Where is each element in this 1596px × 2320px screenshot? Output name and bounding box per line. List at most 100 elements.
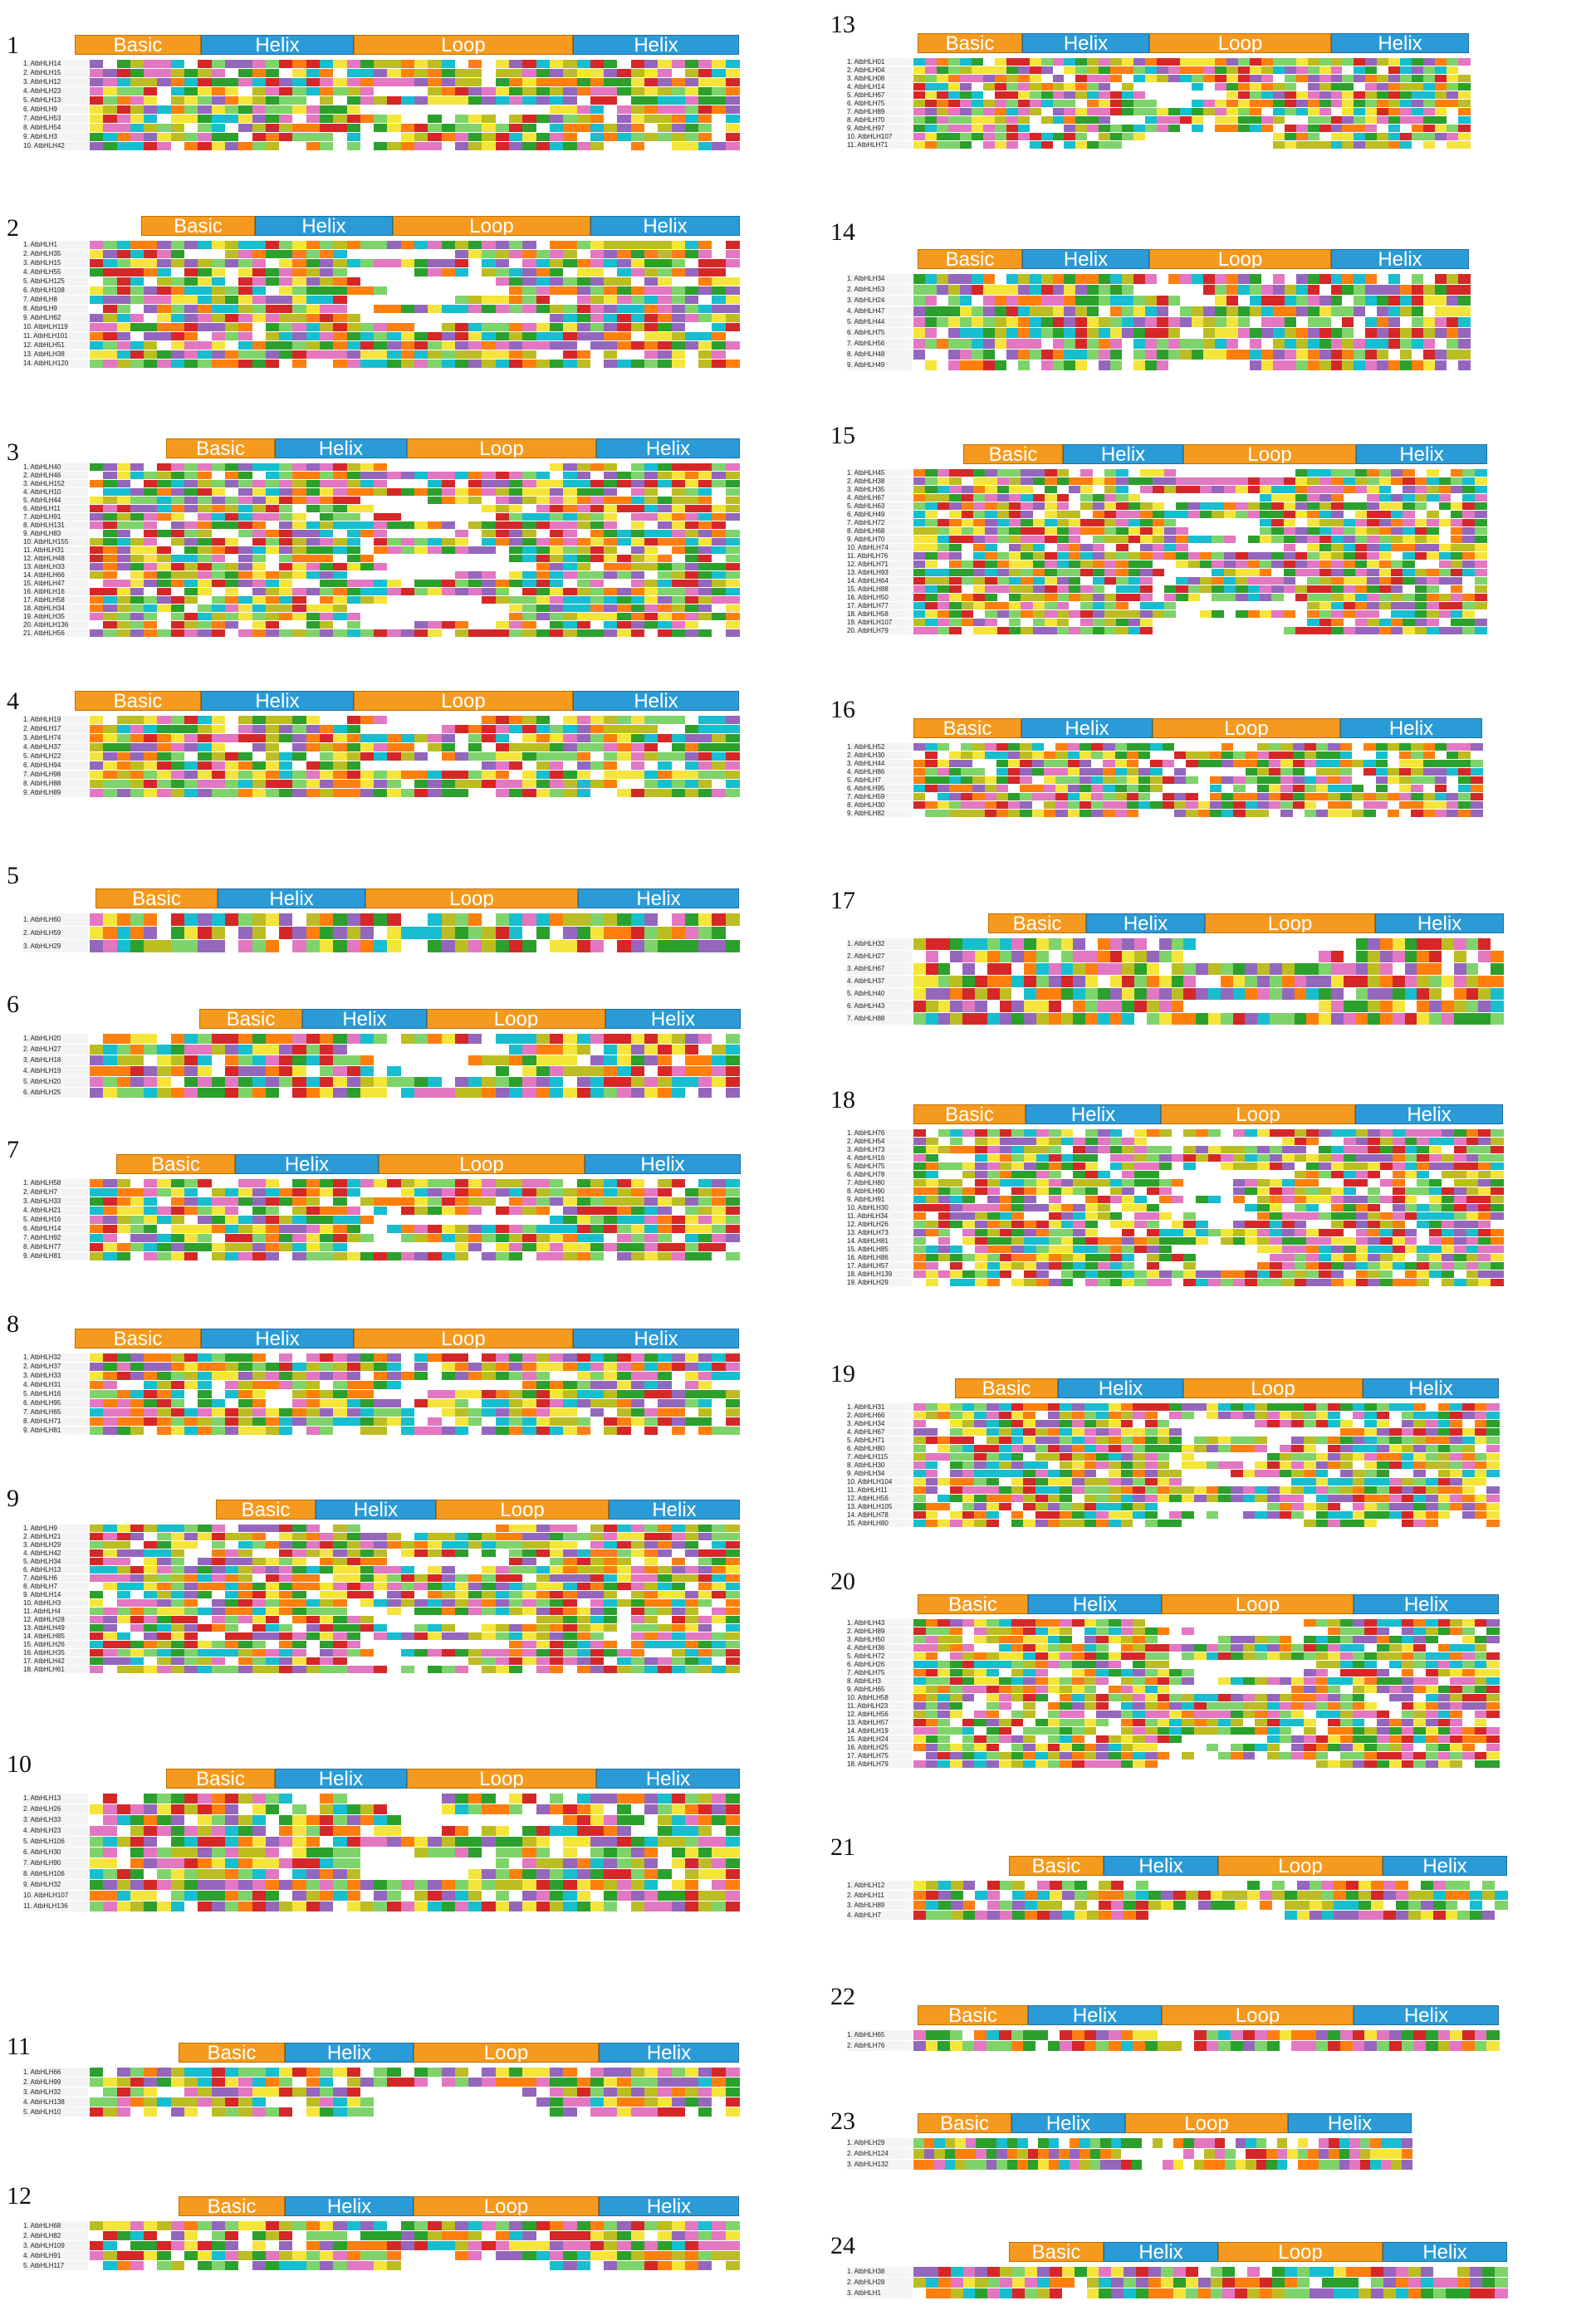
sequence-label: 3. AtbHLH29 xyxy=(23,1541,88,1549)
residue-cell xyxy=(468,1188,483,1197)
residue-cell xyxy=(604,142,618,150)
residue-cell xyxy=(374,752,389,761)
residue-cell xyxy=(658,296,673,304)
residue-cell xyxy=(684,60,699,68)
sequence-row: 11. AtbHLH101 xyxy=(23,332,740,340)
residue-cell xyxy=(549,538,564,546)
residue-cell xyxy=(360,78,375,86)
sequence-row: 4. AtbHLH55 xyxy=(23,268,740,277)
residue-cell xyxy=(157,314,172,322)
domain-helix-label: Helix xyxy=(573,691,739,711)
residue-cell xyxy=(712,530,727,537)
residue-cell xyxy=(360,530,375,537)
residue-cell xyxy=(617,613,632,620)
residue-cell xyxy=(184,497,198,504)
residue-cell xyxy=(319,1558,334,1565)
residue-cell xyxy=(414,87,428,95)
residue-cell xyxy=(144,323,159,331)
residue-cell xyxy=(698,1353,713,1362)
residue-cell xyxy=(684,360,699,368)
residue-cell xyxy=(712,115,727,123)
residue-cell xyxy=(306,571,321,579)
residue-cell xyxy=(725,1179,740,1187)
residue-cell xyxy=(454,1427,469,1435)
residue-cell xyxy=(387,580,402,587)
residue-cell xyxy=(292,259,307,267)
residue-cell xyxy=(265,1408,280,1417)
residue-cell xyxy=(184,752,198,761)
residue-cell xyxy=(590,286,605,295)
residue-cell xyxy=(170,1372,185,1380)
residue-cell xyxy=(684,596,699,604)
residue-cell xyxy=(441,1188,456,1197)
residue-cell xyxy=(400,1649,415,1657)
residue-cell xyxy=(671,1252,686,1260)
residue-cell xyxy=(725,913,740,926)
residue-cell xyxy=(617,743,632,751)
residue-cell xyxy=(360,1045,375,1055)
residue-cell xyxy=(252,105,267,114)
residue-cell xyxy=(265,250,280,258)
residue-cell xyxy=(374,105,389,114)
residue-cell xyxy=(279,927,293,939)
sequence-residue-strip xyxy=(90,1066,740,1076)
residue-cell xyxy=(157,1234,172,1242)
residue-cell xyxy=(157,1034,172,1044)
residue-cell xyxy=(604,105,618,114)
residue-cell xyxy=(292,268,307,277)
residue-cell xyxy=(319,1034,334,1044)
residue-cell xyxy=(238,87,253,95)
residue-cell xyxy=(576,752,591,761)
residue-cell xyxy=(292,725,307,733)
residue-cell xyxy=(374,563,389,570)
residue-cell xyxy=(90,1216,104,1224)
residue-cell xyxy=(319,296,334,304)
residue-cell xyxy=(604,505,618,512)
residue-cell xyxy=(374,629,389,637)
residue-cell xyxy=(90,350,104,359)
residue-cell xyxy=(725,1399,740,1407)
residue-cell xyxy=(604,341,618,350)
residue-cell xyxy=(522,286,537,295)
residue-cell xyxy=(536,1188,551,1197)
residue-cell xyxy=(211,1179,226,1187)
residue-cell xyxy=(725,87,740,95)
residue-cell xyxy=(684,87,699,95)
sequence-label: 2. AtbHLH37 xyxy=(23,1363,88,1371)
residue-cell xyxy=(238,124,253,132)
residue-cell xyxy=(116,1525,131,1532)
residue-cell xyxy=(157,604,172,612)
residue-cell xyxy=(224,1624,239,1632)
residue-cell xyxy=(698,1616,713,1623)
residue-cell xyxy=(184,350,198,359)
residue-cell xyxy=(536,305,551,313)
residue-cell xyxy=(658,780,673,788)
residue-cell xyxy=(698,1558,713,1565)
residue-cell xyxy=(468,1363,483,1371)
residue-cell xyxy=(549,1408,564,1417)
residue-cell xyxy=(346,1077,361,1087)
residue-cell xyxy=(428,555,443,562)
residue-cell xyxy=(374,1583,389,1590)
sequence-row: 2. AtbHLH46 xyxy=(23,472,740,479)
residue-cell xyxy=(522,78,537,86)
residue-cell xyxy=(428,1252,443,1260)
residue-cell xyxy=(130,472,144,479)
sequence-label: 6. AtbHLH11 xyxy=(23,505,88,512)
residue-cell xyxy=(265,105,280,114)
residue-cell xyxy=(387,1408,402,1417)
residue-cell xyxy=(346,142,361,150)
residue-cell xyxy=(468,571,483,579)
residue-cell xyxy=(725,1243,740,1251)
residue-cell xyxy=(333,1591,348,1598)
residue-cell xyxy=(130,124,144,132)
residue-cell xyxy=(333,78,348,86)
sequence-label: 9. AtbHLH81 xyxy=(23,1427,88,1435)
residue-cell xyxy=(414,940,428,952)
residue-cell xyxy=(144,546,159,554)
residue-cell xyxy=(428,571,443,579)
residue-cell xyxy=(509,124,523,132)
residue-cell xyxy=(292,1243,307,1251)
residue-cell xyxy=(90,789,104,797)
residue-cell xyxy=(157,563,172,570)
